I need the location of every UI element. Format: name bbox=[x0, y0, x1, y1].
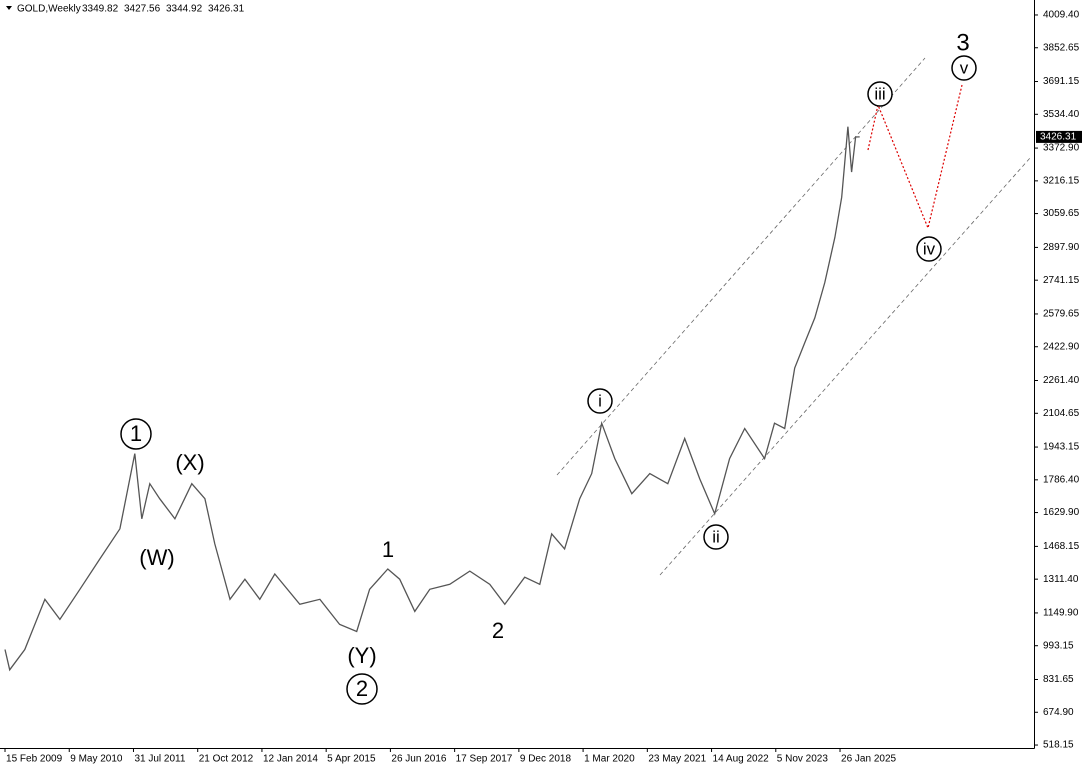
x-tick-label: 31 Jul 2011 bbox=[134, 754, 185, 765]
ohlc-value: 3427.56 bbox=[124, 4, 161, 15]
y-tick-label: 2422.90 bbox=[1043, 341, 1080, 352]
wave-label: 2 bbox=[356, 676, 368, 701]
y-tick-label: 1149.90 bbox=[1043, 608, 1079, 619]
x-tick-label: 26 Jan 2025 bbox=[841, 754, 896, 765]
y-tick-label: 674.90 bbox=[1043, 707, 1074, 718]
wave-label: 1 bbox=[130, 421, 142, 446]
ohlc-value: 3349.82 bbox=[82, 4, 119, 15]
x-tick-label: 17 Sep 2017 bbox=[456, 754, 513, 765]
wave-circle bbox=[916, 236, 942, 262]
menu-arrow bbox=[6, 6, 12, 10]
ohlc-value: 3426.31 bbox=[208, 4, 245, 15]
y-tick-label: 2897.90 bbox=[1043, 242, 1080, 253]
channel-lower bbox=[659, 157, 1031, 576]
wave-label: (X) bbox=[175, 450, 204, 475]
y-tick-label: 518.15 bbox=[1043, 740, 1074, 751]
wave-label: i bbox=[598, 391, 602, 410]
price-tag bbox=[1036, 130, 1082, 143]
wave-circle bbox=[120, 418, 152, 450]
ohlc: 3349.82 3427.56 3344.92 3426.31 bbox=[82, 4, 245, 15]
y-tick-label: 831.65 bbox=[1043, 674, 1074, 685]
wave-label: iii bbox=[874, 84, 885, 103]
y-tick-label: 2741.15 bbox=[1043, 275, 1080, 286]
wave-label: (Y) bbox=[347, 643, 376, 668]
wave-label: 2 bbox=[492, 618, 504, 643]
y-tick-label: 1786.40 bbox=[1043, 474, 1080, 485]
y-tick-label: 993.15 bbox=[1043, 640, 1074, 651]
x-tick-label: 1 Mar 2020 bbox=[584, 754, 635, 765]
ohlc-value: 3344.92 bbox=[166, 4, 203, 15]
x-tick-label: 23 May 2021 bbox=[648, 754, 706, 765]
y-tick-label: 3691.15 bbox=[1043, 76, 1080, 87]
x-tick-label: 15 Feb 2009 bbox=[6, 754, 63, 765]
x-tick-label: 26 Jun 2016 bbox=[391, 754, 446, 765]
price-line bbox=[4, 126, 860, 672]
wave-label: iv bbox=[923, 239, 936, 258]
x-tick-label: 9 Dec 2018 bbox=[520, 754, 572, 765]
wave-circle bbox=[951, 55, 977, 81]
x-tick-label: 9 May 2010 bbox=[70, 754, 123, 765]
wave-label: 1 bbox=[382, 537, 394, 562]
y-tick-label: 3852.65 bbox=[1043, 42, 1080, 53]
y-tick-label: 2261.40 bbox=[1043, 375, 1080, 386]
y-tick-label: 3059.65 bbox=[1043, 208, 1080, 219]
wave-circle bbox=[587, 388, 613, 414]
y-tick-label: 2104.65 bbox=[1043, 408, 1080, 419]
projection bbox=[867, 84, 963, 230]
y-tick-label: 3372.90 bbox=[1043, 143, 1080, 154]
x-tick-label: 14 Aug 2022 bbox=[713, 754, 770, 765]
channel-upper bbox=[556, 57, 926, 476]
wave-circle bbox=[703, 524, 729, 550]
wave-circle bbox=[346, 673, 378, 705]
x-tick-label: 5 Nov 2023 bbox=[777, 754, 829, 765]
wave-label: (W) bbox=[139, 545, 174, 570]
wave-label: v bbox=[960, 58, 969, 77]
y-tick-label: 3216.15 bbox=[1043, 175, 1080, 186]
y-tick-label: 3534.40 bbox=[1043, 109, 1080, 120]
y-tick-label: 1629.90 bbox=[1043, 507, 1080, 518]
price-tag-label: 3426.31 bbox=[1040, 132, 1077, 143]
y-tick-label: 1311.40 bbox=[1043, 574, 1079, 585]
y-tick-label: 2579.65 bbox=[1043, 309, 1080, 320]
wave-label: ii bbox=[712, 527, 720, 546]
x-tick-label: 21 Oct 2012 bbox=[199, 754, 254, 765]
x-tick-label: 5 Apr 2015 bbox=[327, 754, 376, 765]
y-tick-label: 1468.15 bbox=[1043, 541, 1080, 552]
y-tick-label: 1943.15 bbox=[1043, 442, 1080, 453]
x-tick-label: 12 Jan 2014 bbox=[263, 754, 318, 765]
wave-circle bbox=[867, 81, 893, 107]
y-tick-label: 4009.40 bbox=[1043, 10, 1080, 21]
symbol: GOLD,Weekly bbox=[17, 4, 81, 15]
wave-label: 3 bbox=[956, 29, 969, 56]
